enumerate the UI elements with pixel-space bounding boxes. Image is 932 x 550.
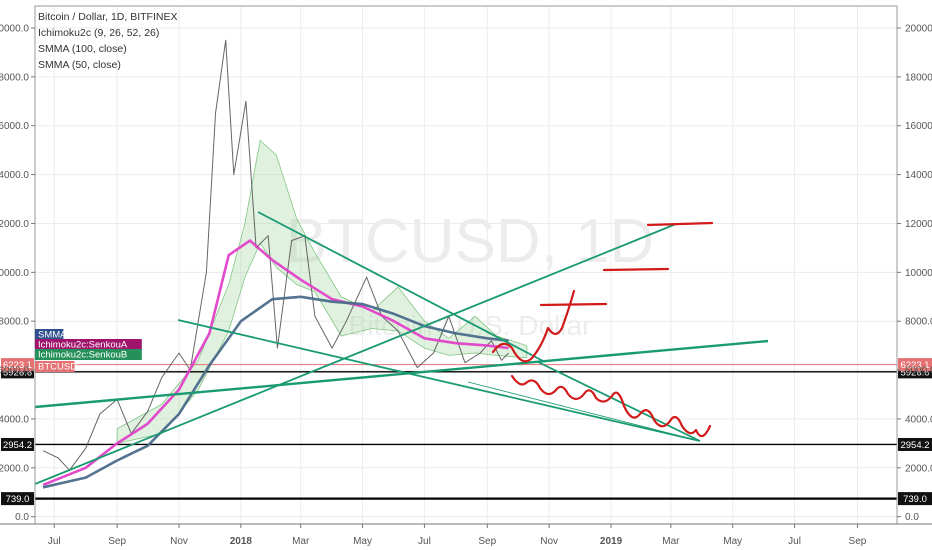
level-badge-left [1,437,34,451]
projection-wave-down [510,374,712,438]
x-tick-label: Mar [292,536,310,547]
series-label-text: BTCUSD [38,362,77,373]
y-tick-label-left: 6000.0 [0,366,29,377]
y-tick-label-right: 0.0 [905,512,919,523]
level-badge-label-right: 739.0 [903,494,927,505]
trendline-falling-resistance [257,211,546,363]
price-badge-label-right: 6223.1 [900,360,929,371]
level-badge-right [898,437,932,451]
indicator-legend-item: SMMA (50, close) [38,59,121,71]
projection-target-12000 [646,221,714,227]
y-tick-label-right: 10000.0 [905,268,932,279]
trendline-rising-channel [34,223,677,485]
y-tick-label-right: 4000.0 [905,414,932,425]
x-tick-label: Sep [478,536,496,547]
level-badge-label-left: 2954.2 [3,440,32,451]
price-badge-label-left: 6223.1 [3,360,32,371]
series-label-badge [35,339,142,350]
price-badge-right [898,358,932,372]
projection-target-8500 [539,302,608,307]
trendline-thin-guide [467,381,701,442]
y-tick-label-right: 2000.0 [905,463,932,474]
series-label-badge [35,349,142,360]
trendline-projection [537,361,701,442]
series-label-text: Ichimoku2c:SenkouB [38,350,127,361]
y-tick-label-left: 0.0 [15,512,29,523]
y-tick-label-left: 8000.0 [0,317,29,328]
x-tick-label: Jul [418,536,431,547]
y-tick-label-left: 16000.0 [0,121,29,132]
x-tick-label: 2018 [230,536,253,547]
level-badge-right [898,492,932,506]
smma-50-line [42,239,509,487]
y-tick-label-left: 2000.0 [0,463,29,474]
level-badge-label-right: 2954.2 [900,440,929,451]
y-tick-label-left: 12000.0 [0,219,29,230]
projection-wave-up [491,289,576,363]
y-tick-label-left: 4000.0 [0,414,29,425]
indicator-legend-item: SMMA (100, close) [38,43,127,55]
series-label-badge [35,361,75,372]
x-tick-label: Nov [540,536,558,547]
level-badge-label-left: 5926.6 [3,367,32,378]
y-tick-label-right: 16000.0 [905,121,932,132]
y-tick-label-left: 18000.0 [0,72,29,83]
price-badge-left [1,358,34,372]
y-tick-label-left: 10000.0 [0,268,29,279]
level-badge-label-left: 739.0 [6,494,30,505]
y-tick-label-left: 14000.0 [0,170,29,181]
x-tick-label: Jul [788,536,801,547]
series-label-text: SMMA [38,330,67,341]
watermark-symbol: BTCUSD, 1D [286,207,655,276]
series-label-text: Ichimoku2c:SenkouA [38,340,128,351]
indicator-legend-item: Ichimoku2c (9, 26, 52, 26) [38,27,159,39]
y-tick-label-right: 18000.0 [905,72,932,83]
y-tick-label-right: 6000.0 [905,366,932,377]
x-tick-label: May [723,536,742,547]
x-tick-label: 2019 [600,536,623,547]
smma-100-line [42,295,509,489]
y-tick-label-right: 8000.0 [905,317,932,328]
x-tick-label: Jul [48,536,61,547]
series-label-badge [35,329,64,340]
trendline-long-support [34,339,769,409]
chart-title: Bitcoin / Dollar, 1D, BITFINEX [38,11,177,23]
y-tick-label-left: 20000.0 [0,23,29,34]
level-badge-left [1,492,34,506]
x-tick-label: Mar [662,536,680,547]
x-tick-label: Sep [849,536,867,547]
y-tick-label-right: 20000.0 [905,23,932,34]
x-tick-label: Nov [170,536,188,547]
level-badge-label-right: 5926.6 [900,367,929,378]
y-tick-label-right: 12000.0 [905,219,932,230]
x-tick-label: Sep [108,536,126,547]
projection-target-10000 [602,267,670,272]
x-tick-label: May [353,536,372,547]
trendline-falling-support [177,319,701,442]
y-tick-label-right: 14000.0 [905,170,932,181]
